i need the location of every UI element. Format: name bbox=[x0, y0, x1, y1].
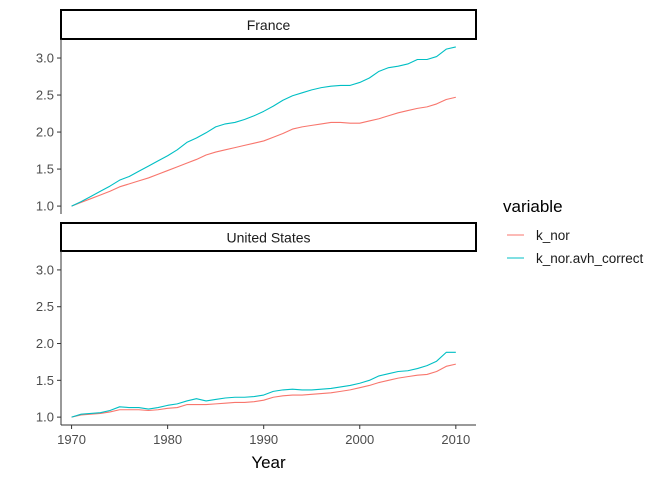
series-line-k-nor-avh-correct-united-states bbox=[71, 351, 456, 418]
y-tick-label: 2.5 bbox=[36, 88, 54, 103]
x-tick-label: 1990 bbox=[249, 432, 278, 447]
series-line-k-nor-united-states bbox=[71, 363, 456, 418]
x-axis-title: Year bbox=[251, 453, 286, 472]
x-axis: 1970 1980 1990 2000 2010 bbox=[57, 425, 470, 447]
series-line-k-nor-avh-correct-france bbox=[71, 46, 456, 207]
legend-item-k-nor-avh-correct: k_nor.avh_correct bbox=[507, 251, 644, 266]
y-tick-label: 2.5 bbox=[36, 299, 54, 314]
panel-united-states: United States 1.01.52.02.53.0 1970 1980 19… bbox=[36, 222, 477, 447]
legend: variable k_nor k_nor.avh_correct bbox=[503, 197, 644, 266]
plot-area-france bbox=[71, 46, 456, 207]
y-axis-united-states: 1.0 1.5 2.0 2.5 3.0 bbox=[36, 262, 61, 425]
y-tick-label: 3.0 bbox=[36, 262, 54, 277]
y-tick-label: 1.5 bbox=[36, 373, 54, 388]
x-tick-label: 1970 bbox=[57, 432, 86, 447]
strip-united-states bbox=[60, 222, 477, 252]
x-tick-label: 1980 bbox=[153, 432, 182, 447]
strip-france bbox=[60, 9, 477, 40]
y-tick-label: 1.5 bbox=[36, 162, 54, 177]
legend-label-k-nor: k_nor bbox=[536, 228, 570, 243]
y-tick-label: 1.0 bbox=[36, 410, 54, 425]
strip-label-france: France bbox=[247, 17, 291, 33]
x-tick-label: 2000 bbox=[345, 432, 374, 447]
legend-label-k-nor-avh-correct: k_nor.avh_correct bbox=[536, 251, 644, 266]
y-tick-label: 2.0 bbox=[36, 125, 54, 140]
y-tick-label: 2.0 bbox=[36, 336, 54, 351]
strip-label-united-states: United States bbox=[226, 230, 310, 246]
y-tick-label: 1.0 bbox=[36, 199, 54, 214]
legend-item-k-nor: k_nor bbox=[507, 228, 570, 243]
y-axis-france: 1.0 1.5 2.0 2.5 3.0 bbox=[36, 51, 61, 214]
panel-france: France 1.0 1.5 2.0 2.5 3.0 bbox=[36, 9, 477, 214]
plot-area-united-states bbox=[71, 351, 456, 418]
series-line-k-nor-france bbox=[71, 96, 456, 207]
x-tick-label: 2010 bbox=[441, 432, 470, 447]
legend-title: variable bbox=[503, 197, 563, 216]
y-tick-label: 3.0 bbox=[36, 51, 54, 66]
